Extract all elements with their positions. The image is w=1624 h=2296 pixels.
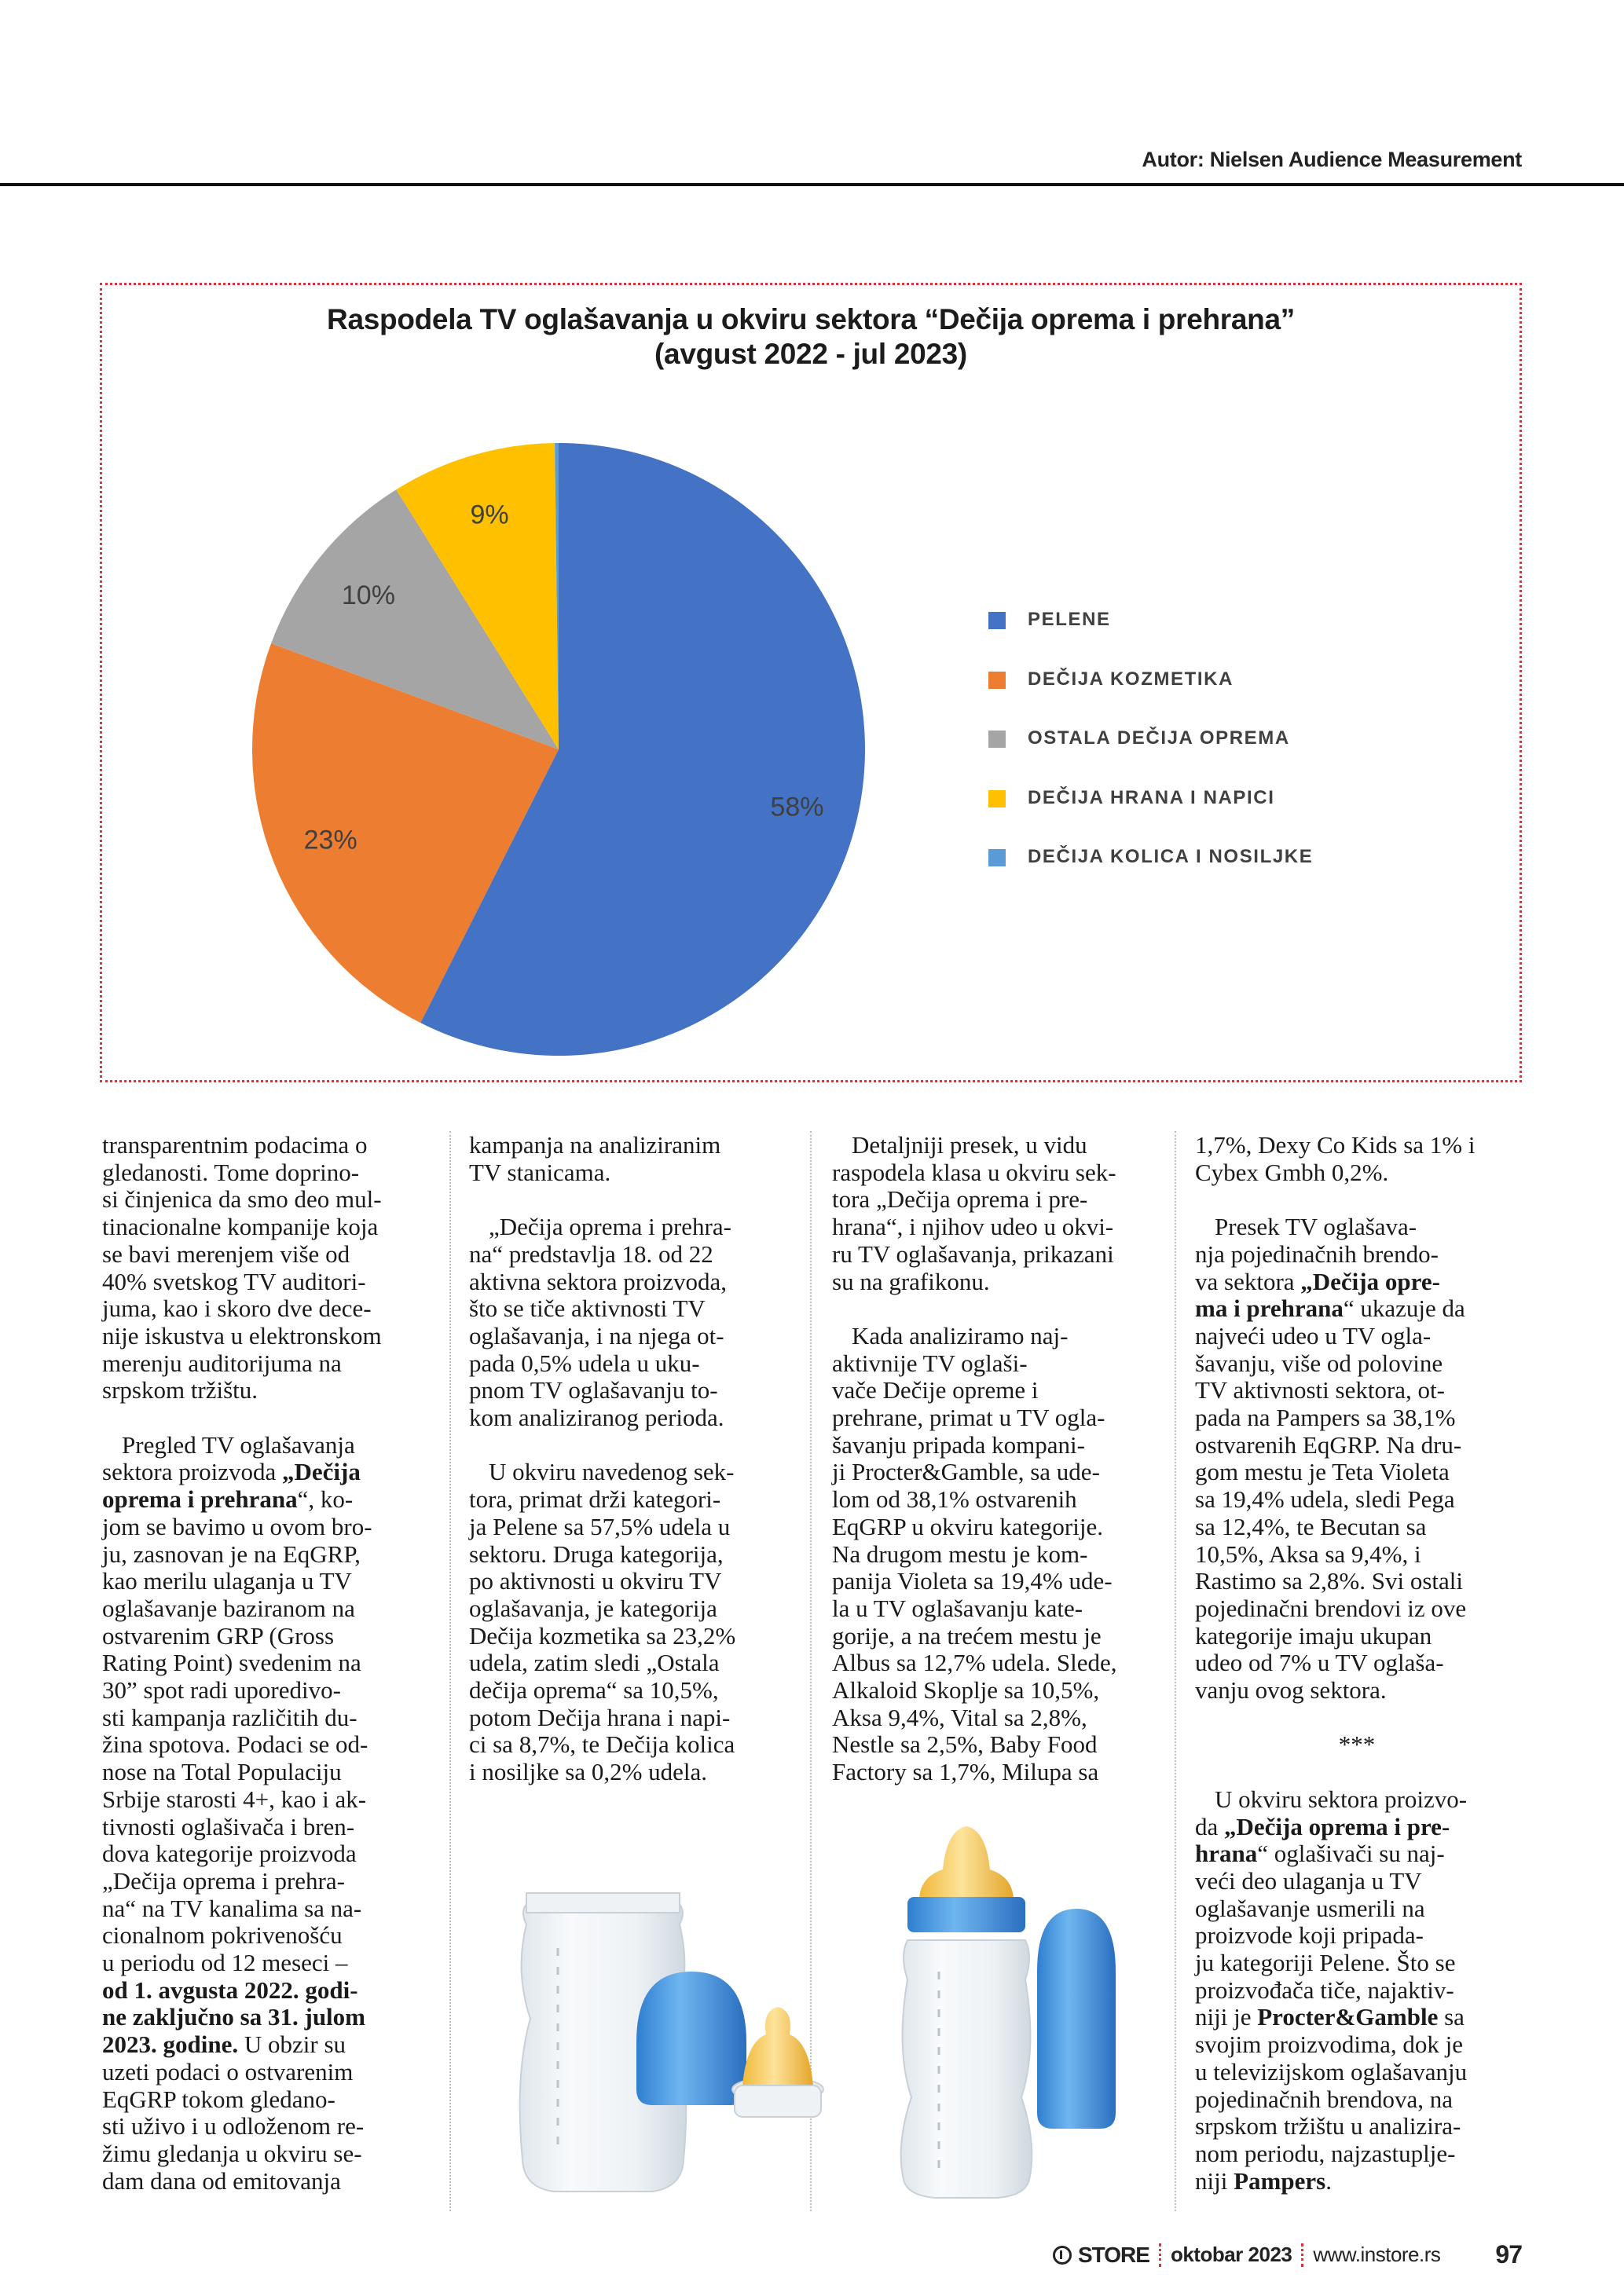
footer-divider (1158, 2243, 1161, 2267)
legend-label: OSTALA DEČIJA OPREMA (1028, 727, 1290, 749)
bold-text: „Dečija opremа i prehrana (102, 1458, 361, 1514)
legend-label: DEČIJA KOZMETIKA (1028, 668, 1234, 690)
bold-text: „Dečija oprema i pre- hrana (1195, 1812, 1450, 1868)
bold-text: „Dečija opre- ma i prehrana (1195, 1267, 1440, 1323)
page-footer: STORE oktobar 2023 www.instore.rs 97 (1053, 2240, 1523, 2269)
right-bottle (900, 1826, 1033, 2199)
column-divider (449, 1131, 451, 2211)
pie-data-label: 58% (770, 792, 823, 822)
legend-swatch (988, 849, 1006, 866)
article-paragraph: U okviru sektora proizvo- da „Dečija opr… (1195, 1785, 1519, 2195)
article-column-2: kampanja na analiziranim TV stanicama. „D… (469, 1131, 735, 1814)
legend-label: DEČIJA KOLICA I NOSILJKE (1028, 846, 1314, 867)
legend-label: DEČIJA HRANA I NAPICI (1028, 786, 1275, 808)
text-run: *** (1338, 1730, 1376, 1759)
section-break: *** (1195, 1731, 1519, 1759)
column-divider (1175, 1131, 1176, 2211)
pie-data-label: 9% (471, 500, 509, 530)
article-column-4: 1,7%, Dexy Co Kids sa 1% i Cybex Gmbh 0,… (1195, 1131, 1519, 2222)
text-run: Pregled TV oglašavanja sektora proizvoda (102, 1430, 355, 1486)
text-run: sa svojim proizvodima, dok je u televizi… (1195, 2003, 1468, 2195)
text-run: „Dečija oprema i prehra- na“ predstavlja… (469, 1213, 731, 1432)
pie-slice-de-ija-hrana-i-napici (396, 443, 559, 749)
text-run: “ oglašivači su naj- veći deo ulaganja u… (1195, 1840, 1456, 2031)
text-run: “, ko- jom se bavimo u ovom bro- ju, zas… (102, 1485, 372, 1977)
article-paragraph: Pregled TV oglašavanja sektora proizvoda… (102, 1430, 382, 2195)
footer-url[interactable]: www.instore.rs (1313, 2243, 1441, 2266)
loose-nipple (731, 2007, 824, 2118)
article-paragraph: Presek TV oglašava- nja pojedinačnih bre… (1195, 1213, 1519, 1705)
pie-chart-panel: Raspodela TV oglašavanja u okviru sektor… (100, 283, 1522, 1082)
text-run: kampanja na analiziranim TV stanicama. (469, 1131, 721, 1186)
bold-text: Pampers (1234, 2166, 1326, 2195)
header-rule (0, 183, 1624, 186)
pie-slice-de-ija-kolica-i-nosiljke (555, 443, 559, 749)
pie-chart: 58% 23% 10% 9% (252, 443, 865, 1056)
pie-slice-ostala-de-ija-oprema (271, 489, 559, 749)
text-run: transparentnim podacima o gledanosti. To… (102, 1131, 382, 1404)
left-bottle-cap (636, 1972, 746, 2105)
text-run: U okviru sektora proizvo- da (1195, 1785, 1468, 1840)
column-divider (810, 1131, 812, 2211)
bold-text: Procter&Gamble (1257, 2003, 1439, 2031)
article-column-3: Detaljniji presek, u vidu raspodela klas… (832, 1131, 1117, 1814)
legend-label: PELENE (1028, 609, 1111, 630)
pie-data-label: 23% (304, 825, 357, 855)
text-run: Kada analiziramo naj- aktivnije TV oglaš… (832, 1321, 1117, 1786)
article-paragraph: Detaljniji presek, u vidu raspodela klas… (832, 1131, 1116, 1295)
left-bottle (519, 1892, 687, 2192)
chart-title-line-2: (avgust 2022 - jul 2023) (654, 338, 967, 370)
chart-title: Raspodela TV oglašavanja u okviru sektor… (102, 302, 1520, 372)
footer-brand: STORE (1078, 2242, 1150, 2267)
article-paragraph: transparentnim podacima o gledanosti. To… (102, 1131, 382, 1404)
article-paragraph: 1,7%, Dexy Co Kids sa 1% i Cybex Gmbh 0,… (1195, 1131, 1519, 1186)
legend-swatch (988, 731, 1006, 748)
pie-slice-pelene (420, 443, 865, 1056)
text-run: Detaljniji presek, u vidu raspodela klas… (832, 1131, 1116, 1295)
page-number: 97 (1495, 2240, 1523, 2269)
text-run: U okviru navedenog sek- tora, primat drž… (469, 1458, 736, 1786)
right-bottle-cap (1037, 1909, 1116, 2129)
article-paragraph: kampanja na analiziranim TV stanicama. (469, 1131, 735, 1186)
article-paragraph: „Dečija oprema i prehra- na“ predstavlja… (469, 1213, 735, 1432)
footer-issue: oktobar 2023 (1170, 2243, 1292, 2266)
text-run: “ ukazuje da najveći udeo u TV ogla- šav… (1195, 1294, 1467, 1705)
article-column-1: transparentnim podacima o gledanosti. To… (102, 1131, 382, 2222)
text-run: U obzir su uzeti podaci o ostvarenim EqG… (102, 2031, 365, 2195)
text-run: Presek TV oglašava- nja pojedinačnih bre… (1195, 1213, 1439, 1295)
author-credit: Autor: Nielsen Audience Measurement (1142, 148, 1522, 171)
text-run: . (1325, 2166, 1332, 2195)
baby-bottles-illustration (519, 1826, 1116, 2199)
legend-swatch (988, 612, 1006, 629)
pie-data-label: 10% (342, 580, 395, 610)
legend-swatch (988, 789, 1006, 807)
pie-slice-de-ija-kozmetika (252, 643, 559, 1023)
article-paragraph: Kada analiziramo naj- aktivnije TV oglaš… (832, 1321, 1117, 1786)
legend-swatch (988, 671, 1006, 689)
instore-logo-icon (1053, 2245, 1072, 2265)
footer-divider (1301, 2243, 1304, 2267)
article-paragraph: U okviru navedenog sek- tora, primat drž… (469, 1459, 735, 1785)
chart-title-line-1: Raspodela TV oglašavanja u okviru sektor… (327, 303, 1295, 335)
text-run: 1,7%, Dexy Co Kids sa 1% i Cybex Gmbh 0,… (1195, 1131, 1476, 1186)
bold-text: od 1. avgusta 2022. godi- ne zaključno s… (102, 1976, 365, 2059)
